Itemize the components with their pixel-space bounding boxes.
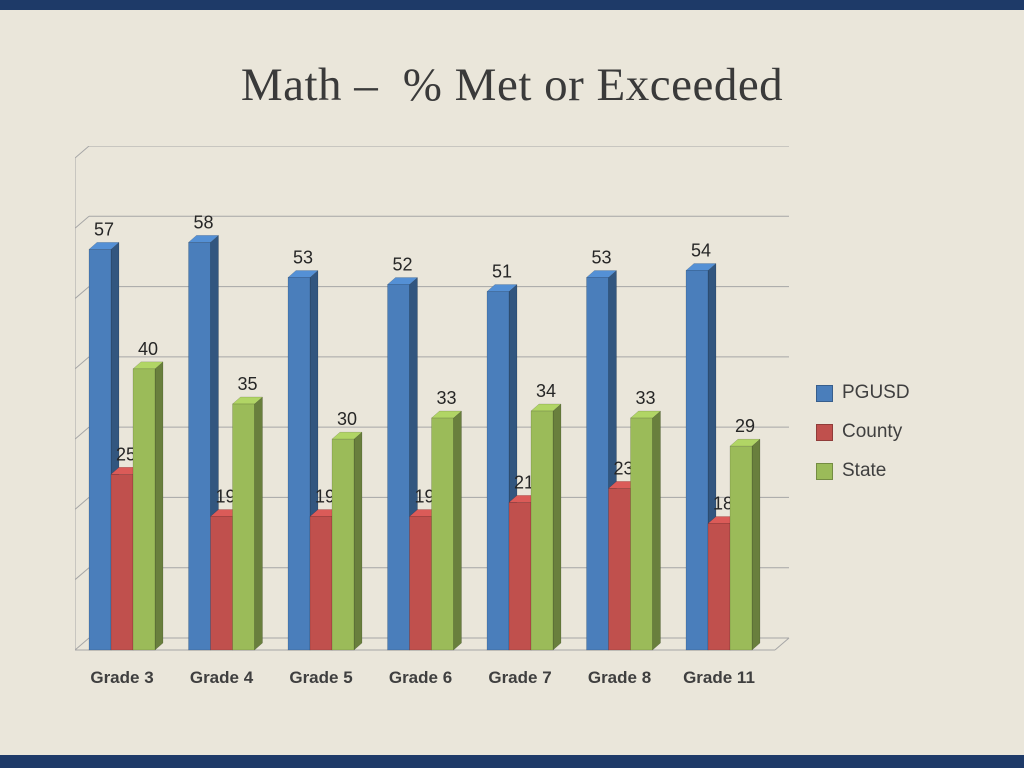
floor-right-edge [774,637,790,651]
bar-side-state-grade-6 [453,410,462,651]
sidewall-gridline [74,497,90,510]
sidewall-gridline [74,637,90,651]
bar-side-state-grade-4 [254,396,263,651]
bar-pgusd-grade-3 [88,249,112,651]
bar-state-grade-3 [132,368,156,651]
data-label-county-grade-3: 25 [116,444,136,464]
bar-state-grade-6 [431,417,454,651]
category-label-grade-6: Grade 6 [389,668,452,687]
chart-canvas: 57 25 40 Grade 3 58 19 35 Grade 4 53 19 30 Grade 5 5… [74,145,790,687]
bar-pgusd-grade-6 [387,284,410,651]
bar-pgusd-grade-4 [188,242,211,651]
data-label-county-grade-7: 21 [514,472,534,492]
data-label-state-grade-7: 34 [536,381,556,401]
legend-item-county: County [816,421,910,443]
sidewall-gridline [74,567,90,581]
legend-label-pgusd: PGUSD [842,382,910,403]
category-label-grade-7: Grade 7 [488,668,551,687]
data-label-pgusd-grade-5: 53 [293,247,313,267]
category-label-grade-8: Grade 8 [588,668,651,687]
legend-item-state: State [816,460,910,482]
category-label-grade-4: Grade 4 [190,668,254,687]
bar-state-grade-5 [331,438,355,651]
data-label-state-grade-3: 40 [138,339,158,359]
slide-title: Math – % Met or Exceeded [240,59,784,111]
chart-legend: PGUSD County State [816,382,910,482]
category-label-grade-5: Grade 5 [289,668,352,687]
data-label-pgusd-grade-3: 57 [94,219,114,239]
category-label-grade-3: Grade 3 [90,668,153,687]
bar-county-grade-8 [608,488,631,651]
bar-state-grade-8 [630,417,653,651]
legend-swatch-county [816,423,833,441]
bar-pgusd-grade-11 [685,270,709,651]
bar-county-grade-5 [309,516,333,651]
bar-state-grade-11 [729,445,753,651]
data-label-county-grade-8: 23 [613,458,633,478]
data-label-county-grade-11: 18 [713,493,733,513]
sidewall-gridline [74,145,90,159]
data-label-county-grade-5: 19 [315,486,335,506]
category-label-grade-11: Grade 11 [683,668,755,687]
bar-chart: 57 25 40 Grade 3 58 19 35 Grade 4 53 19 30 Grade 5 5… [74,145,791,696]
bar-county-grade-4 [210,516,233,651]
bar-side-state-grade-11 [751,438,761,651]
legend-swatch-state [816,462,833,480]
data-label-pgusd-grade-8: 53 [591,247,611,267]
bar-side-state-grade-8 [652,410,661,651]
bar-county-grade-11 [707,523,731,651]
data-label-pgusd-grade-6: 52 [392,255,412,275]
bar-state-grade-4 [232,403,255,651]
bar-side-state-grade-5 [353,431,363,651]
bar-pgusd-grade-5 [287,277,311,651]
top-accent-bar [0,0,1024,10]
data-label-pgusd-grade-7: 51 [492,262,512,282]
legend-label-state: State [842,460,887,481]
legend-swatch-pgusd [816,384,833,402]
data-label-state-grade-8: 33 [635,388,655,408]
data-label-state-grade-11: 29 [735,416,755,436]
data-label-pgusd-grade-11: 54 [691,240,711,260]
data-label-state-grade-4: 35 [237,374,257,394]
sidewall-gridline [74,426,90,440]
bar-county-grade-7 [508,502,532,651]
bar-county-grade-3 [110,474,134,651]
sidewall-gridline [74,356,90,370]
sidewall-gridline [74,286,90,299]
legend-item-pgusd: PGUSD [816,382,910,404]
bar-county-grade-6 [409,516,432,651]
data-label-pgusd-grade-4: 58 [193,212,213,232]
legend-label-county: County [842,421,903,442]
bar-pgusd-grade-7 [486,291,510,651]
bar-pgusd-grade-8 [586,277,609,651]
data-label-state-grade-5: 30 [337,409,357,429]
data-label-state-grade-6: 33 [436,388,456,408]
bar-state-grade-7 [530,410,554,651]
bar-side-state-grade-3 [154,361,164,651]
data-label-county-grade-6: 19 [414,486,434,506]
bottom-accent-bar [0,755,1024,768]
sidewall-gridline [74,215,90,229]
bar-side-state-grade-7 [552,403,562,651]
data-label-county-grade-4: 19 [215,486,235,506]
